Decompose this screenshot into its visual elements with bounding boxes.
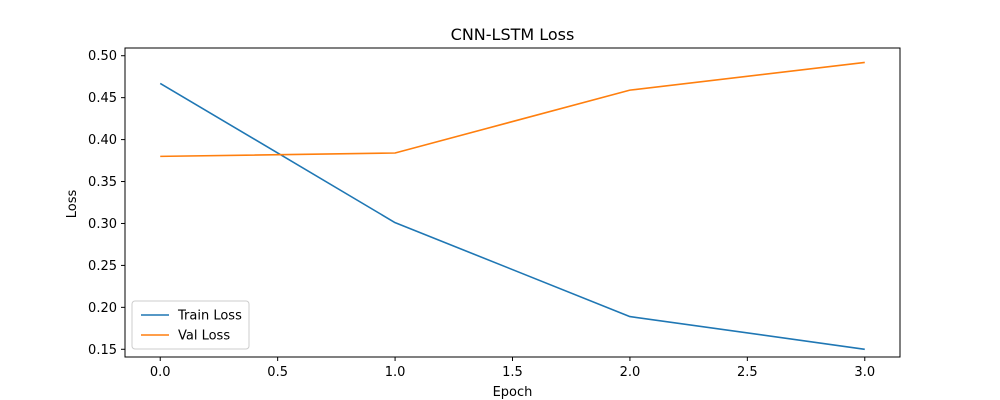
axis-ticks: 0.0 0.5 1.0 1.5 2.0 2.5 3.0 0.15 0.20 0.25 0.30 0.3… [88,49,875,380]
y-tick-label: 0.40 [88,133,117,148]
x-tick-label: 3.0 [854,365,875,380]
series-lines [159,61,865,351]
y-tick-label: 0.15 [88,343,117,358]
y-tick-label: 0.30 [88,217,117,232]
y-tick-label: 0.35 [88,175,117,190]
legend-label: Val Loss [178,329,230,344]
y-tick-label: 0.25 [88,259,117,274]
y-tick-label: 0.20 [88,301,117,316]
series-line-val-loss [160,61,865,158]
y-tick-label: 0.45 [88,91,117,106]
x-tick-label: 1.0 [385,365,406,380]
y-tick-label: 0.50 [88,49,117,64]
legend: Train Loss Val Loss [131,300,250,350]
x-tick-label: 0.0 [150,365,171,380]
x-tick-label: 0.5 [267,365,288,380]
x-tick-label: 2.5 [737,365,758,380]
x-tick-label: 1.5 [502,365,523,380]
legend-label: Train Loss [177,309,242,324]
x-axis-label: Epoch [493,385,533,400]
x-tick-label: 2.0 [620,365,641,380]
series-line-train-loss [159,82,865,351]
legend-box [131,300,250,350]
y-axis-label: Loss [65,190,80,219]
chart-title: CNN-LSTM Loss [451,25,575,44]
